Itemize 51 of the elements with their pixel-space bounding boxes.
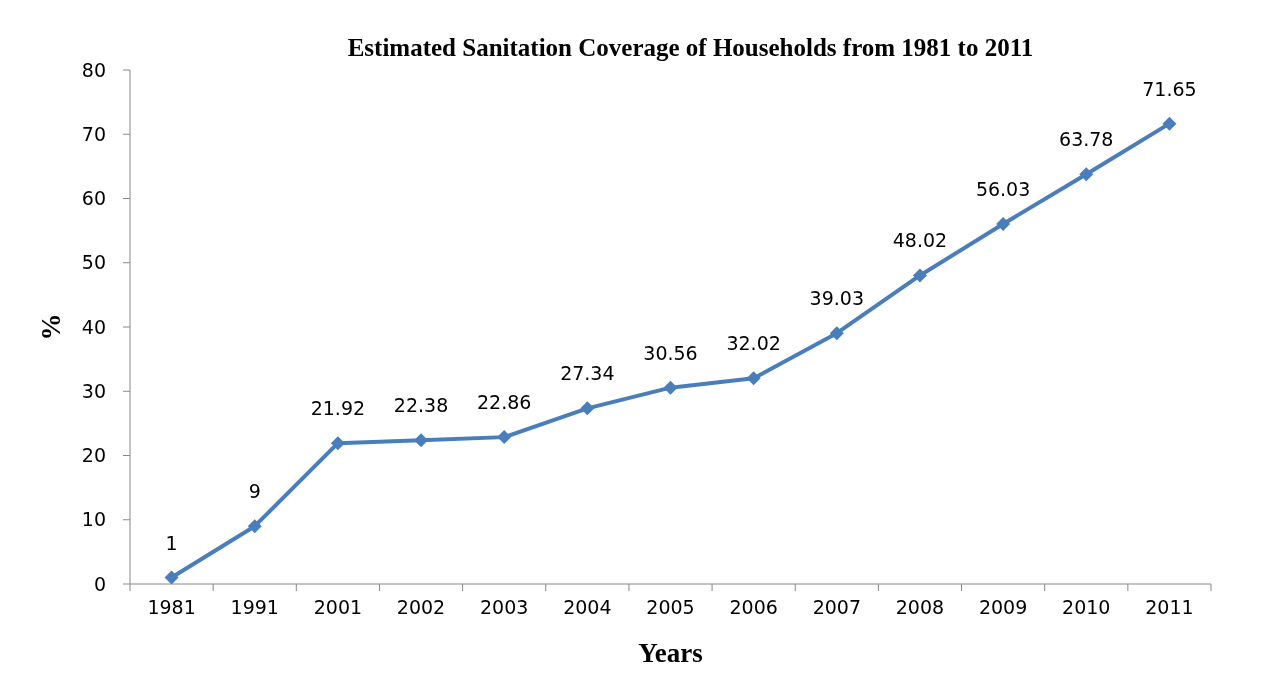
data-label: 22.86	[476, 391, 532, 414]
x-tick-label: 2004	[563, 596, 612, 618]
x-tick-label: 2009	[978, 596, 1028, 618]
x-tick-label: 2001	[313, 596, 363, 618]
x-tick-label: 2011	[1145, 596, 1194, 618]
point	[746, 371, 761, 386]
x-tick-label: 1981	[147, 596, 196, 618]
data-label: 56.03	[975, 178, 1031, 201]
data-label: 27.34	[560, 362, 615, 385]
y-tick-label: 70	[81, 122, 106, 145]
point	[414, 433, 429, 448]
data-label: 9	[248, 480, 261, 503]
data-label: 32.02	[726, 332, 781, 355]
x-tick-label: 1991	[230, 596, 279, 618]
data-label: 1	[165, 531, 178, 554]
point	[247, 519, 262, 534]
x-tick-label: 2005	[646, 596, 695, 618]
y-tick-label: 0	[93, 572, 106, 595]
data-label: 30.56	[643, 341, 698, 364]
point	[996, 217, 1011, 232]
y-tick-label: 80	[81, 58, 106, 81]
point	[497, 430, 512, 445]
point	[330, 436, 345, 451]
y-axis-title: %	[36, 313, 66, 341]
y-tick-label: 50	[81, 251, 106, 274]
point	[1079, 167, 1094, 182]
point	[164, 570, 179, 585]
chart-title: Estimated Sanitation Coverage of Households from 1981 to 2011	[347, 34, 1034, 61]
x-tick-label: 2002	[396, 596, 446, 618]
data-label: 71.65	[1142, 77, 1197, 100]
point	[1162, 116, 1177, 131]
x-tick-label: 2010	[1062, 596, 1111, 618]
data-label: 21.92	[310, 397, 366, 420]
point	[829, 326, 844, 341]
y-tick-label: 40	[81, 315, 106, 338]
data-label: 48.02	[892, 229, 948, 252]
point	[663, 380, 678, 395]
y-tick-label: 30	[81, 379, 106, 402]
x-tick-label: 2008	[895, 596, 945, 618]
y-tick-label: 60	[81, 187, 106, 210]
x-axis-title: Years	[638, 638, 703, 668]
x-tick-label: 2007	[812, 596, 861, 618]
x-tick-label: 2006	[729, 596, 778, 618]
data-label: 39.03	[809, 287, 865, 310]
data-label: 63.78	[1059, 128, 1114, 151]
x-tick-label: 2003	[480, 596, 529, 618]
y-tick-label: 20	[81, 444, 106, 467]
point	[580, 401, 595, 416]
y-tick-label: 10	[81, 508, 106, 531]
data-label: 22.38	[393, 394, 449, 417]
point	[912, 268, 927, 283]
